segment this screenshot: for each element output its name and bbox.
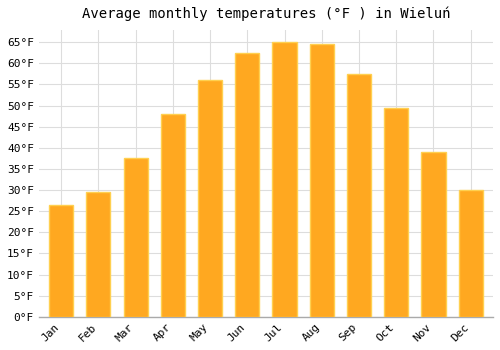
Bar (310, 44, 334, 317)
Bar (272, 42, 296, 317)
Title: Average monthly temperatures (°F ) in Wieluń: Average monthly temperatures (°F ) in Wi… (82, 7, 450, 21)
Bar (198, 80, 222, 317)
Bar (86, 192, 110, 317)
Bar (422, 152, 446, 317)
Bar (458, 190, 483, 317)
Bar (160, 114, 185, 317)
Bar (347, 74, 371, 317)
Bar (384, 108, 408, 317)
Bar (235, 53, 260, 317)
Bar (49, 205, 73, 317)
Bar (124, 159, 148, 317)
